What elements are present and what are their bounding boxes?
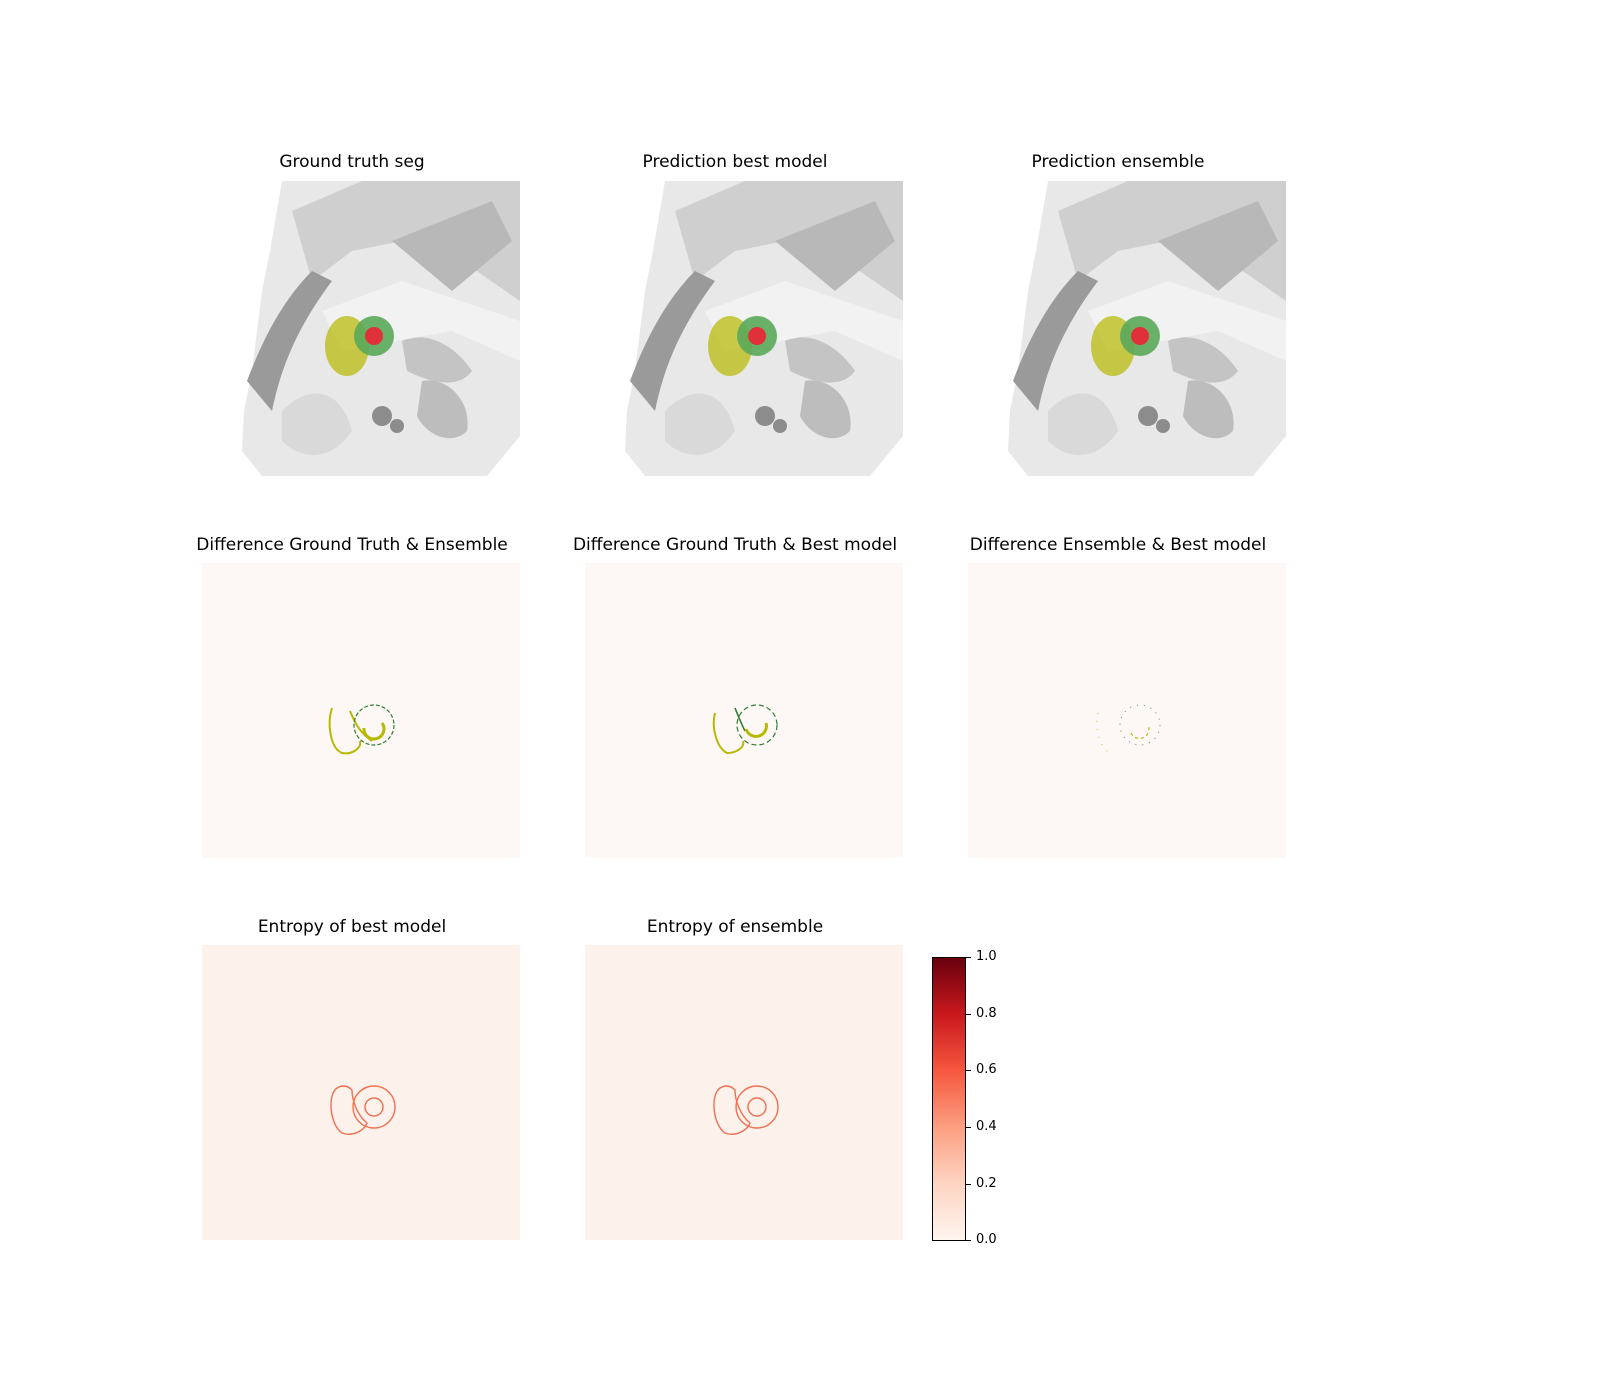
colorbar-tick-label: 1.0 [976, 949, 997, 964]
colorbar-tick-label: 0.6 [976, 1062, 997, 1077]
image-diff-ensemble-best [968, 563, 1286, 858]
panel-title-ground-truth: Ground truth seg [279, 152, 425, 172]
colorbar-tick-mark [966, 1014, 971, 1015]
panel-title-prediction-ensemble: Prediction ensemble [1031, 152, 1205, 172]
image-ground-truth-seg [242, 181, 520, 476]
colorbar-tick-mark [966, 1127, 971, 1128]
image-prediction-best-model [625, 181, 903, 476]
panel-title-diff-gt-best: Difference Ground Truth & Best model [572, 535, 898, 555]
colorbar-tick-label: 0.2 [976, 1176, 997, 1191]
panel-title-prediction-best: Prediction best model [642, 152, 828, 172]
segmentation-overlay [1091, 316, 1160, 376]
colorbar [932, 957, 966, 1241]
colorbar-tick-mark [966, 1070, 971, 1071]
ct-scan-image [625, 181, 903, 476]
colorbar-tick-label: 0.8 [976, 1006, 997, 1021]
colorbar-tick-mark [966, 1184, 971, 1185]
segmentation-overlay [708, 316, 777, 376]
colorbar-tick-label: 0.0 [976, 1232, 997, 1247]
image-entropy-best-model [202, 945, 520, 1240]
image-diff-gt-ensemble [202, 563, 520, 858]
colorbar-tick-mark [966, 957, 971, 958]
image-diff-gt-best [585, 563, 903, 858]
image-prediction-ensemble [1008, 181, 1286, 476]
panel-title-diff-gt-ensemble: Difference Ground Truth & Ensemble [196, 535, 508, 555]
colorbar-tick-label: 0.4 [976, 1119, 997, 1134]
image-entropy-ensemble [585, 945, 903, 1240]
segmentation-overlay [325, 316, 394, 376]
panel-title-entropy-ensemble: Entropy of ensemble [646, 917, 824, 937]
panel-title-diff-ensemble-best: Difference Ensemble & Best model [969, 535, 1267, 555]
colorbar-tick-mark [966, 1240, 971, 1241]
panel-title-entropy-best: Entropy of best model [257, 917, 447, 937]
